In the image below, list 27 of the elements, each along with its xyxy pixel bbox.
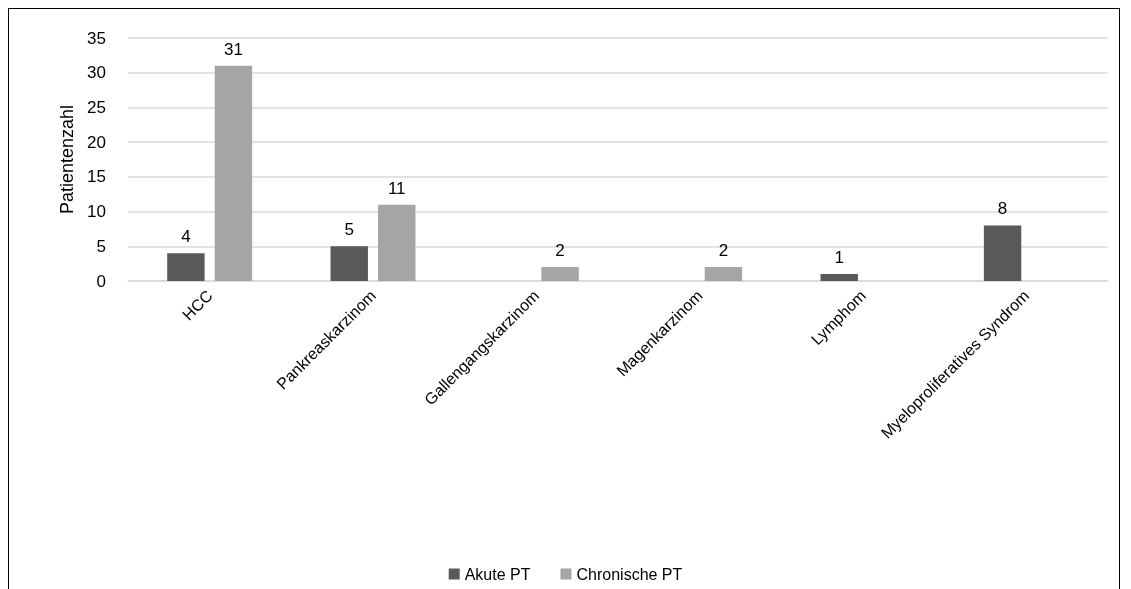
bar: [983, 225, 1022, 281]
bar: [167, 253, 205, 281]
data-label: 11: [387, 178, 406, 198]
y-tick-label: 0: [96, 271, 106, 291]
legend-label: Akute PT: [464, 565, 531, 583]
bar: [820, 274, 858, 281]
y-tick-label: 30: [87, 63, 106, 83]
data-label: 4: [181, 227, 191, 247]
data-label: 31: [223, 39, 243, 59]
y-tick-label: 25: [87, 97, 106, 117]
data-label: 1: [834, 248, 844, 268]
data-label: 2: [555, 241, 565, 261]
bar: [704, 267, 743, 281]
y-tick-label: 10: [87, 202, 106, 222]
data-label: 5: [344, 220, 354, 240]
y-axis-title: Patientenzahl: [57, 104, 77, 215]
y-tick-label: 15: [87, 167, 106, 187]
y-tick-label: 35: [87, 28, 106, 48]
bar: [378, 204, 416, 281]
y-tick-label: 20: [87, 132, 106, 152]
bar: [541, 267, 579, 281]
data-label: 2: [718, 241, 729, 261]
bar: [214, 65, 253, 281]
legend-label: Chronische PT: [576, 565, 683, 583]
bar: [330, 246, 368, 281]
data-label: 8: [997, 199, 1008, 219]
y-tick-label: 5: [96, 236, 106, 256]
